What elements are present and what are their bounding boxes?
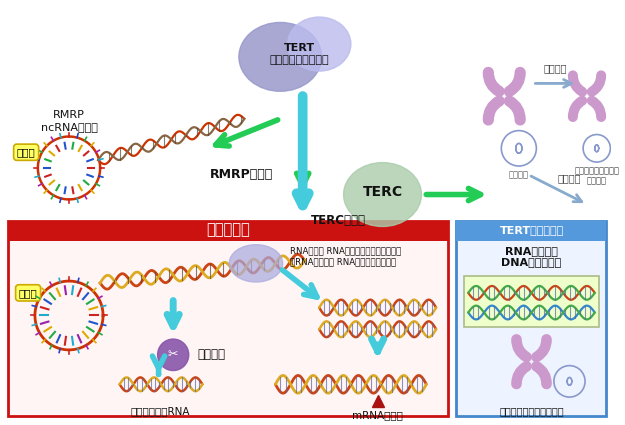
Text: 今回の発見: 今回の発見 [206,222,249,238]
Text: 細胞分裂: 細胞分裂 [558,173,581,183]
Text: テロメア: テロメア [509,170,529,179]
Text: TERT従来の役割: TERT従来の役割 [499,225,564,235]
Text: ２本鎖: ２本鎖 [19,288,38,298]
Text: 細胞分裂: 細胞分裂 [543,64,567,74]
Text: ダイサー: ダイサー [198,348,226,361]
Ellipse shape [288,17,351,71]
Text: テロメアが短くなる
（老化）: テロメアが短くなる （老化） [574,166,619,185]
Text: TERCと結合: TERCと結合 [311,214,366,227]
Ellipse shape [229,245,282,282]
Text: RNAを鋳型に
DNAを合成する: RNAを鋳型に DNAを合成する [501,246,562,267]
Text: RMRP
ncRNAの一種: RMRP ncRNAの一種 [41,110,98,132]
Text: TERT
テロメア逆転写酵素: TERT テロメア逆転写酵素 [270,43,329,65]
Text: 小さな２本鎖RNA: 小さな２本鎖RNA [131,406,190,416]
FancyBboxPatch shape [464,276,599,327]
FancyBboxPatch shape [8,221,448,241]
Text: テロメアが短くならない: テロメアが短くならない [499,406,564,416]
Text: １本鎖: １本鎖 [17,147,36,157]
FancyBboxPatch shape [456,221,606,241]
Text: RNA依存性 RNAポリメラーゼとして機能
（RNAを鋳型に RNAを合成する酵素）: RNA依存性 RNAポリメラーゼとして機能 （RNAを鋳型に RNAを合成する酵… [290,247,401,266]
Text: TERC: TERC [362,184,403,198]
FancyBboxPatch shape [456,221,606,416]
Circle shape [158,339,189,371]
Ellipse shape [344,163,421,227]
Text: mRNAを切断: mRNAを切断 [352,410,403,420]
Ellipse shape [239,23,322,91]
Text: ✂: ✂ [168,348,178,361]
FancyBboxPatch shape [8,221,448,416]
Text: RMRPに作用: RMRPに作用 [210,168,273,181]
